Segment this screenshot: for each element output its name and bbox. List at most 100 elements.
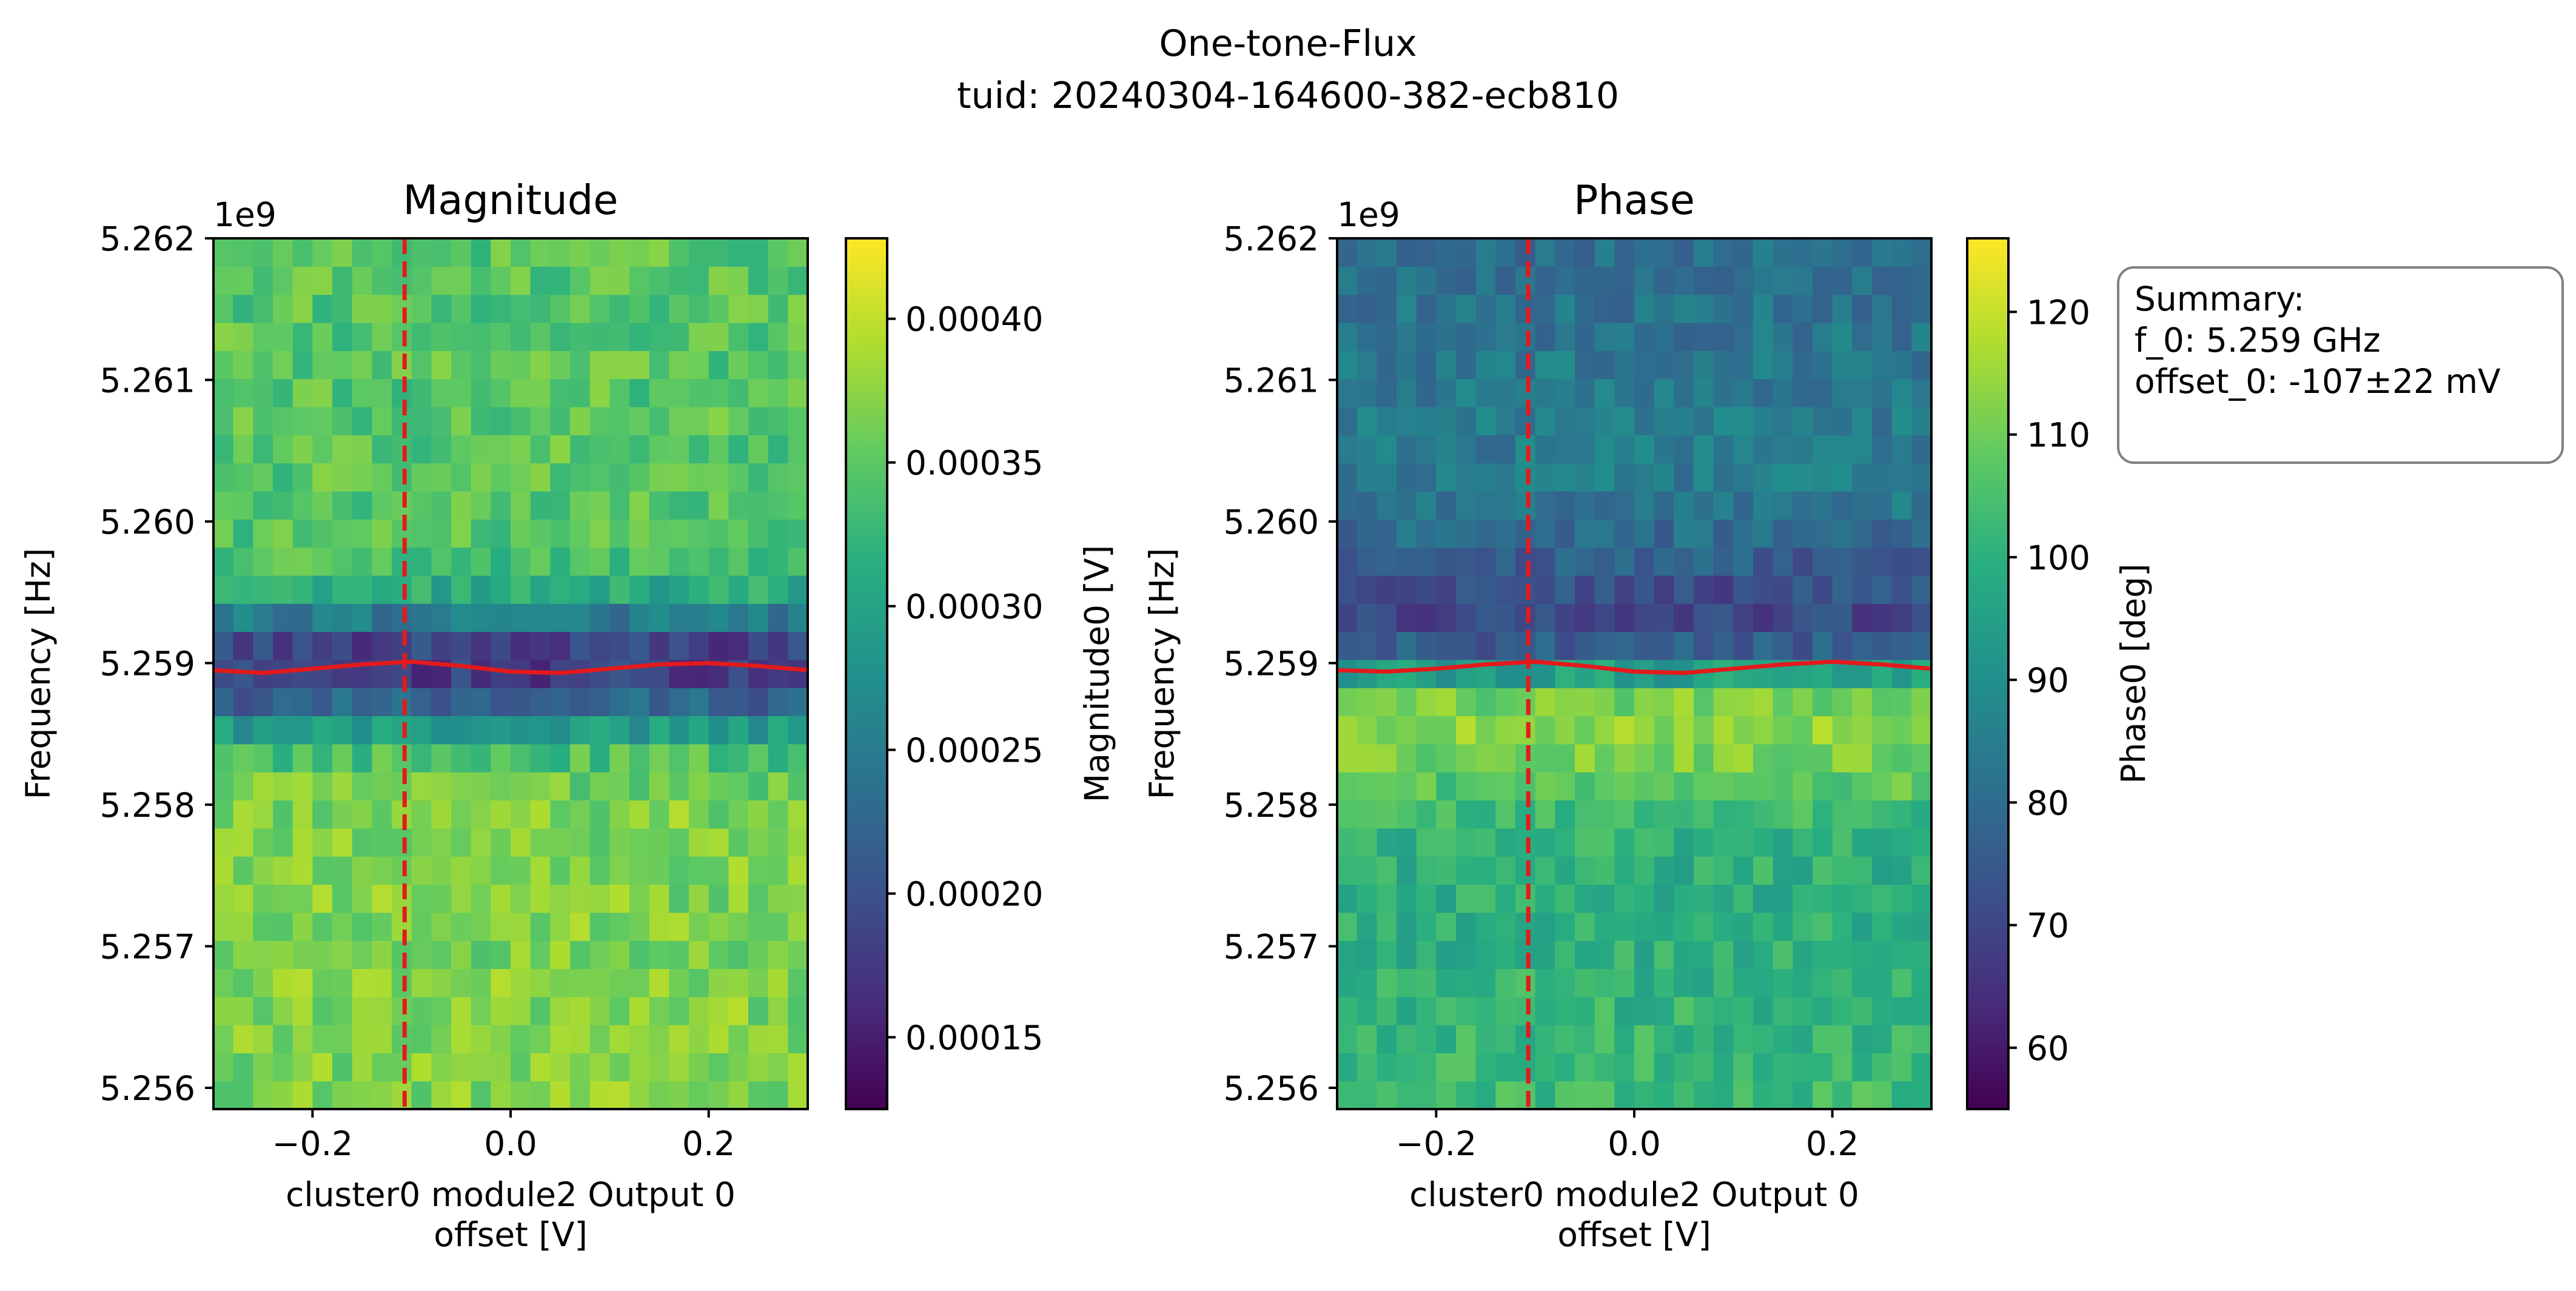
heatmap-cell [1337,1081,1358,1110]
heatmap-cell [1891,856,1912,885]
heatmap-cell [708,884,729,913]
heatmap-cell [728,772,749,801]
heatmap-cell [471,378,491,407]
heatmap-cell [1357,463,1377,492]
heatmap-cell [1872,800,1893,829]
heatmap-cell [609,463,630,492]
heatmap-cell [1495,1053,1516,1082]
heatmap-cell [1852,968,1873,998]
heatmap-cell [570,238,591,267]
heatmap-cell [570,1081,591,1110]
heatmap-cell [471,743,491,773]
heatmap-cell [1377,743,1397,773]
y-tick-label: 5.258 [100,786,195,825]
heatmap-cell [1495,519,1516,548]
heatmap-cell [629,772,650,801]
heatmap-cell [1495,884,1516,913]
heatmap-cell [1872,266,1893,295]
heatmap-cell [1694,996,1714,1025]
heatmap-cell [1753,463,1774,492]
heatmap-cell [768,884,788,913]
heatmap-cell [1416,828,1437,857]
heatmap-cell [589,350,610,380]
heatmap-cell [1515,435,1536,464]
heatmap-cell [431,941,452,969]
heatmap-cell [550,435,571,464]
heatmap-cell [669,1053,689,1082]
heatmap-cell [233,912,253,941]
heatmap-cell [1475,1025,1496,1053]
heatmap-cell [1515,968,1536,998]
heatmap-cell [1634,547,1655,576]
heatmap-cell [1397,716,1417,745]
heatmap-cell [1753,491,1774,520]
heatmap-cell [312,688,333,717]
heatmap-cell [233,547,253,576]
heatmap-cell [451,912,472,941]
heatmap-cell [609,1081,630,1110]
heatmap-cell [1495,406,1516,435]
heatmap-cell [431,1025,452,1053]
heatmap-cell [1872,322,1893,351]
heatmap-cell [550,800,571,829]
heatmap-cell [233,238,253,267]
heatmap-cell [1891,491,1912,520]
heatmap-cell [1773,996,1793,1025]
heatmap-cell [1891,1025,1912,1053]
heatmap-cell [372,603,392,632]
heatmap-cell [1832,294,1853,323]
heatmap-cell [689,463,709,492]
heatmap-cell [213,238,234,267]
heatmap-cell [312,631,333,660]
heatmap-cell [530,435,551,464]
heatmap-cell [1575,322,1595,351]
heatmap-cell [1456,238,1477,267]
heatmap-cell [1416,519,1437,548]
colorbar-tick-label: 0.00025 [905,731,1043,770]
heatmap-cell [1555,603,1575,632]
heatmap-cell [292,828,313,857]
heatmap-cell [1813,575,1833,604]
heatmap-cell [411,1081,432,1110]
heatmap-cell [1397,659,1417,688]
heatmap-cell [1654,238,1674,267]
heatmap-cell [1357,856,1377,885]
heatmap-cell [629,575,650,604]
heatmap-cell [1891,772,1912,801]
heatmap-cell [273,716,293,745]
heatmap-cell [491,996,511,1025]
heatmap-cell [1872,1053,1893,1082]
heatmap-cell [1674,912,1694,941]
heatmap-cell [312,659,333,688]
heatmap-cell [372,968,392,998]
heatmap-cell [1357,294,1377,323]
heatmap-cell [253,941,273,969]
heatmap-cell [411,519,432,548]
heatmap-cell [768,435,788,464]
heatmap-cell [1852,575,1873,604]
heatmap-cell [372,912,392,941]
heatmap-cell [1397,350,1417,380]
heatmap-cell [253,435,273,464]
colorbar-tick-label: 70 [2027,907,2069,945]
heatmap-cell [1357,1025,1377,1053]
heatmap-cell [689,603,709,632]
heatmap-cell [768,294,788,323]
heatmap-cell [372,463,392,492]
heatmap-cell [451,968,472,998]
heatmap-cell [589,912,610,941]
heatmap-cell [1813,350,1833,380]
heatmap-cell [570,575,591,604]
heatmap-cell [1713,772,1734,801]
heatmap-cell [1694,631,1714,660]
heatmap-cell [312,266,333,295]
heatmap-cell [728,968,749,998]
heatmap-cell [1436,435,1457,464]
heatmap-cell [609,1053,630,1082]
heatmap-cell [1475,575,1496,604]
heatmap-cell [1515,856,1536,885]
heatmap-cell [1594,406,1615,435]
y-tick-label: 5.261 [1224,361,1319,400]
heatmap-cell [292,1025,313,1053]
heatmap-cell [1515,378,1536,407]
